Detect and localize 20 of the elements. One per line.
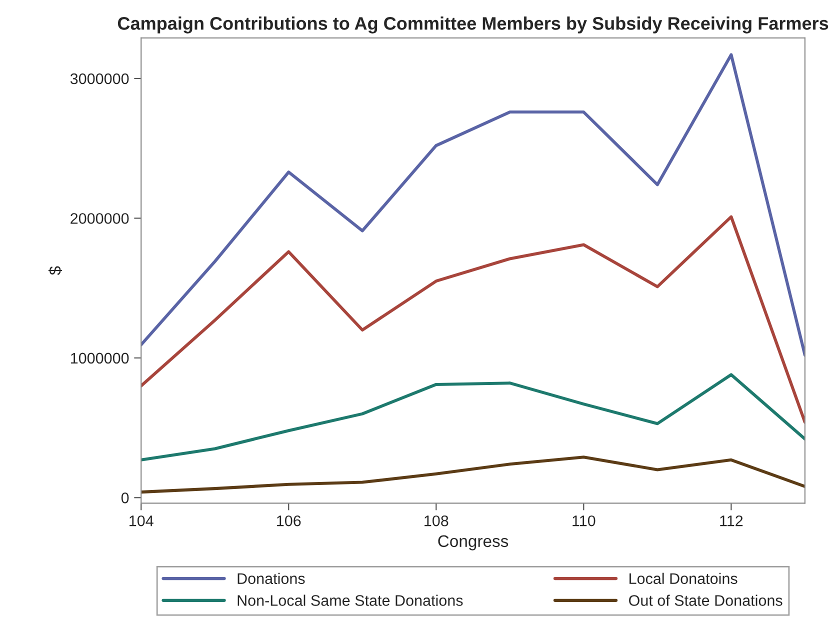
x-tick-label: 106 [277,515,301,526]
y-tick-label: 1000000 [71,352,129,364]
y-tick-label: 2000000 [70,213,129,224]
x-tick-label: 112 [720,515,743,526]
x-tick-label: 110 [572,515,596,526]
line-series [141,373,805,462]
legend-label: Local Donatoins [630,572,738,584]
line-series [141,53,805,357]
chart-title: Campaign Contributions to Ag Committee Members by Subsidy Receiving Farmers [118,16,828,34]
y-tick-label: 0 [121,492,129,504]
x-tick-label: 104 [130,515,154,526]
line-series [141,456,805,494]
x-axis-title: Congress [438,535,508,550]
legend-label: Out of State Donations [629,594,782,606]
y-tick-label: 3000000 [70,73,129,84]
legend-label: Non-Local Same State Donations [238,594,463,606]
line-series [141,215,805,424]
y-axis-title: $ [48,266,62,276]
legend-label: Donations [238,572,305,584]
x-tick-label: 108 [424,515,448,526]
